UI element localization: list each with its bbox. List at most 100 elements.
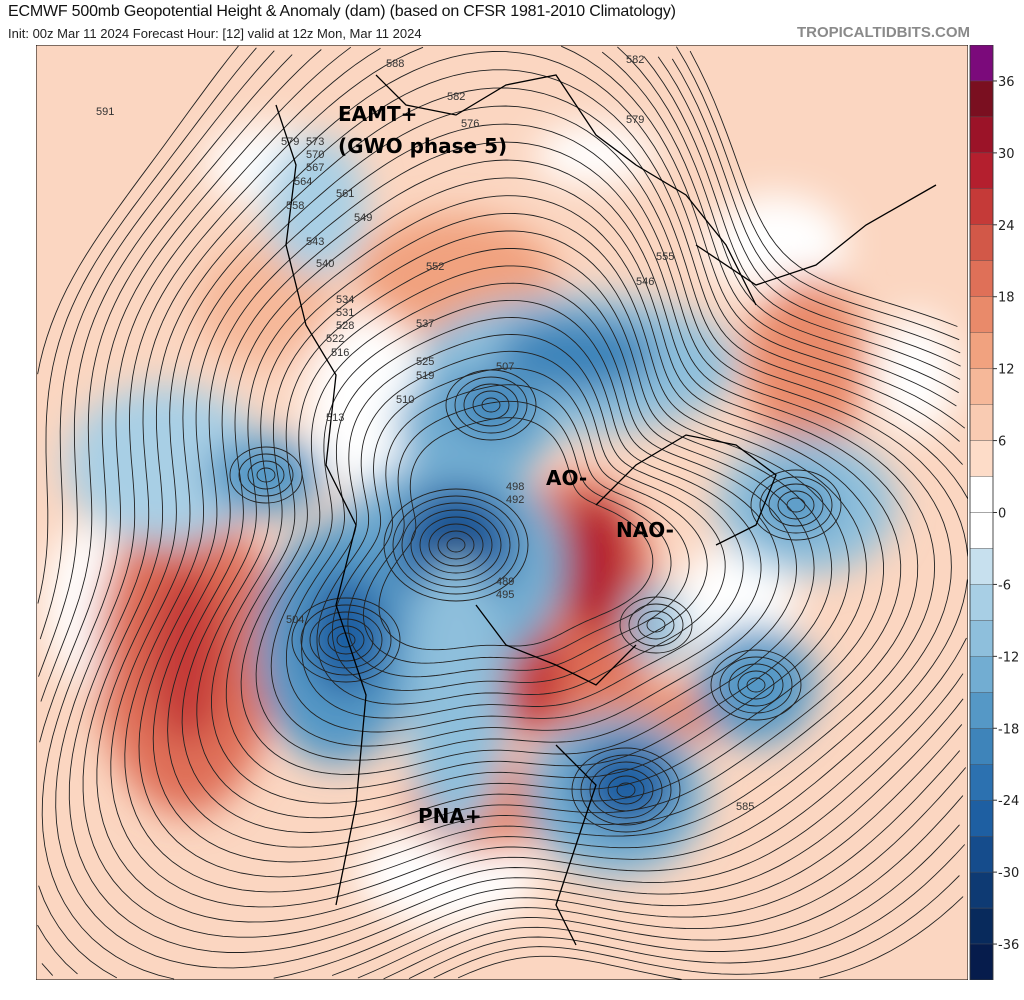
colorbar-bin xyxy=(969,116,994,154)
colorbar-bin xyxy=(969,728,994,765)
colorbar-bin xyxy=(969,692,994,729)
anomaly-region xyxy=(451,375,531,435)
low-contour xyxy=(256,467,276,483)
colorbar-tick-label: -30 xyxy=(998,866,1019,881)
low-contour xyxy=(481,397,501,413)
colorbar-bin xyxy=(969,476,994,513)
annotation-nao: NAO- xyxy=(616,518,674,542)
low-contour xyxy=(454,376,528,434)
low-contour xyxy=(383,488,529,602)
colorbar: 36 30 24 18 12 6 0 -6 -12 -18 -24 -30 -36 xyxy=(969,45,1019,980)
height-contour xyxy=(39,50,966,980)
contour-label: 495 xyxy=(496,589,514,601)
annotation-pna: PNA+ xyxy=(418,804,482,828)
contour-label: 525 xyxy=(416,356,434,368)
anomaly-region xyxy=(196,245,336,365)
coastline xyxy=(555,744,597,946)
height-contour xyxy=(285,317,762,733)
low-contour xyxy=(598,768,654,812)
height-contour xyxy=(347,384,690,678)
colorbar-bin xyxy=(969,368,994,405)
contour-label: 516 xyxy=(331,347,349,359)
low-contour xyxy=(327,625,365,655)
height-contour xyxy=(41,47,961,980)
contour-label: 492 xyxy=(506,494,524,506)
low-contour xyxy=(719,656,793,714)
height-contour xyxy=(138,141,936,878)
colorbar-bin xyxy=(969,188,994,226)
colorbar-tick-label: 24 xyxy=(998,219,1015,234)
height-contour xyxy=(378,417,654,651)
contour-label: 564 xyxy=(294,176,312,188)
low-contour xyxy=(300,604,392,676)
low-contour xyxy=(637,610,675,640)
anomaly-region xyxy=(696,625,816,745)
colorbar-bin xyxy=(969,404,994,441)
height-contour xyxy=(152,159,919,863)
low-contour xyxy=(589,761,663,819)
low-contour xyxy=(401,502,511,588)
colorbar-bin xyxy=(969,80,994,118)
contour-label: 579 xyxy=(626,114,644,126)
contour-label: 504 xyxy=(286,614,304,626)
colorbar-tick-label: 30 xyxy=(998,147,1015,162)
height-contour xyxy=(37,45,964,980)
contour-label: 582 xyxy=(447,91,465,103)
coastline xyxy=(375,74,757,306)
colorbar-bin xyxy=(969,943,994,980)
contour-label: 567 xyxy=(306,162,324,174)
anomaly-region xyxy=(746,275,866,455)
low-contour xyxy=(318,618,374,662)
height-contour xyxy=(270,299,780,747)
contour-label: 591 xyxy=(96,106,114,118)
low-contour xyxy=(777,490,815,520)
annotation-gwo-phase: (GWO phase 5) xyxy=(338,134,507,158)
colorbar-bin xyxy=(969,440,994,477)
low-contour xyxy=(472,390,510,420)
colorbar-tick-label: -36 xyxy=(998,938,1019,953)
contour-label: 519 xyxy=(416,370,434,382)
colorbar-bin xyxy=(969,907,994,945)
colorbar-bin xyxy=(969,656,994,693)
contour-label: 543 xyxy=(306,236,324,248)
colorbar-bin xyxy=(969,260,994,298)
height-contour xyxy=(225,248,833,790)
colorbar-tick-label: 0 xyxy=(998,507,1006,522)
low-contour xyxy=(571,747,681,833)
height-contour xyxy=(68,51,964,953)
low-contour xyxy=(580,754,672,826)
low-contour xyxy=(392,495,520,595)
contour-label: 555 xyxy=(656,251,674,263)
low-contour xyxy=(428,523,484,567)
low-contour xyxy=(646,617,666,633)
contour-label: 513 xyxy=(326,412,344,424)
colorbar-tick-label: -6 xyxy=(998,578,1011,593)
coastline xyxy=(475,604,637,686)
low-contour xyxy=(607,775,645,805)
low-contour xyxy=(750,469,842,541)
height-contour xyxy=(301,334,744,719)
colorbar-bin xyxy=(969,871,994,909)
contour-label: 498 xyxy=(506,481,524,493)
contour-label: 507 xyxy=(496,361,514,373)
height-contour xyxy=(38,54,961,980)
contour-label: 558 xyxy=(286,200,304,212)
contour-label: 522 xyxy=(326,333,344,345)
low-contour xyxy=(410,509,502,581)
colorbar-bin xyxy=(969,764,994,801)
contour-label: 561 xyxy=(336,188,354,200)
colorbar-bin xyxy=(969,332,994,369)
colorbar-tick-label: 18 xyxy=(998,291,1015,306)
low-contour xyxy=(229,446,303,504)
anomaly-region xyxy=(561,495,631,635)
map-title: ECMWF 500mb Geopotential Height & Anomal… xyxy=(8,3,676,20)
colorbar-tick-label: 36 xyxy=(998,75,1015,90)
height-contour xyxy=(211,230,850,804)
low-contour xyxy=(437,530,475,560)
contour-label: 528 xyxy=(336,320,354,332)
contour-label: 585 xyxy=(736,801,754,813)
height-contour xyxy=(362,400,672,664)
height-contour xyxy=(181,195,884,833)
low-contour xyxy=(746,677,766,693)
